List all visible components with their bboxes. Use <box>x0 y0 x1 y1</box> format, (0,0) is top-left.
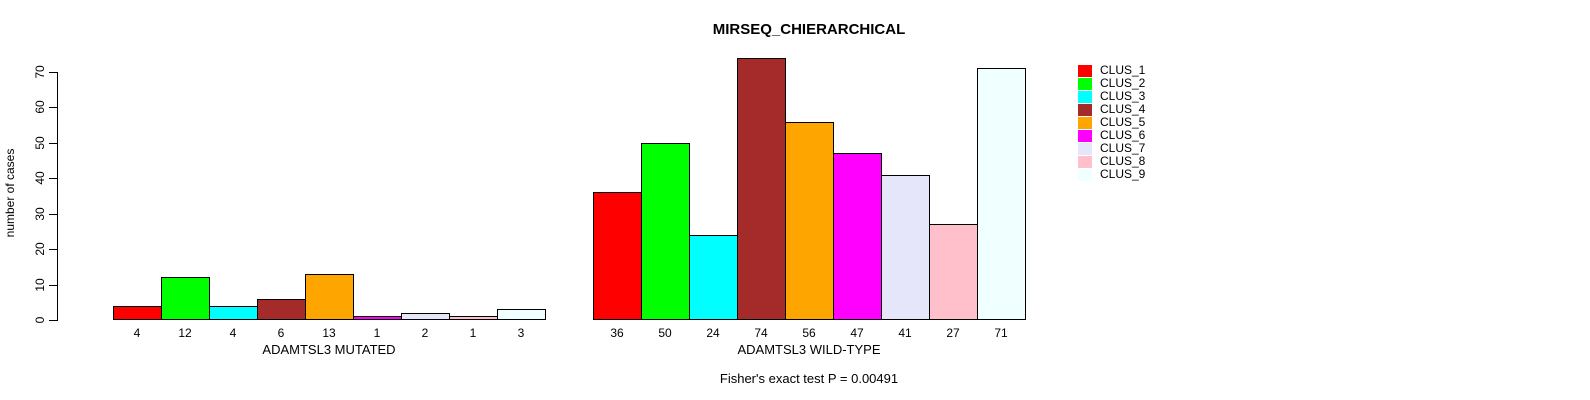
bar-value-label: 41 <box>898 326 912 340</box>
legend-swatch-CLUS_9 <box>1078 168 1092 181</box>
legend-label-CLUS_1: CLUS_1 <box>1100 63 1146 77</box>
bar-value-label: 71 <box>994 326 1008 340</box>
y-tick-mark <box>49 320 57 321</box>
bar-value-label: 12 <box>178 326 192 340</box>
legend-swatch-CLUS_1 <box>1078 64 1092 77</box>
legend-swatch-CLUS_4 <box>1078 103 1092 116</box>
bar-value-label: 2 <box>421 326 429 340</box>
legend-row-CLUS_3: CLUS_3 <box>1078 90 1145 103</box>
bar-value-label: 36 <box>610 326 624 340</box>
y-tick-mark <box>49 107 57 109</box>
legend-label-CLUS_4: CLUS_4 <box>1100 102 1146 116</box>
bar-value-label: 74 <box>754 326 768 340</box>
legend-swatch-CLUS_3 <box>1078 90 1092 103</box>
bar-CLUS_5-group2 <box>785 122 834 320</box>
y-tick-label: 30 <box>33 207 47 221</box>
bar-CLUS_6-group1 <box>353 316 402 320</box>
legend-row-CLUS_9: CLUS_9 <box>1078 168 1145 181</box>
legend-row-CLUS_6: CLUS_6 <box>1078 129 1145 142</box>
bar-value-label: 1 <box>373 326 381 340</box>
bar-CLUS_6-group2 <box>833 153 882 320</box>
bar-value-label: 1 <box>469 326 477 340</box>
bar-value-label: 3 <box>517 326 525 340</box>
legend-label-CLUS_8: CLUS_8 <box>1100 154 1146 168</box>
legend-row-CLUS_8: CLUS_8 <box>1078 155 1145 168</box>
bar-CLUS_2-group2 <box>641 143 690 320</box>
legend-label-CLUS_2: CLUS_2 <box>1100 76 1146 90</box>
bar-CLUS_1-group1 <box>113 306 162 320</box>
y-tick-label: 70 <box>33 65 47 79</box>
legend-label-CLUS_3: CLUS_3 <box>1100 89 1146 103</box>
bar-CLUS_8-group1 <box>449 316 498 320</box>
bar-value-label: 4 <box>133 326 141 340</box>
bar-CLUS_4-group1 <box>257 299 306 320</box>
legend-label-CLUS_5: CLUS_5 <box>1100 115 1146 129</box>
legend-swatch-CLUS_2 <box>1078 77 1092 90</box>
y-tick-mark <box>49 178 57 180</box>
y-tick-label: 20 <box>33 242 47 256</box>
y-axis-line <box>57 72 58 321</box>
legend-label-CLUS_6: CLUS_6 <box>1100 128 1146 142</box>
y-tick-mark <box>49 284 57 286</box>
fisher-test-annotation: Fisher's exact test P = 0.00491 <box>719 371 899 386</box>
bar-value-label: 50 <box>658 326 672 340</box>
bar-CLUS_9-group2 <box>977 68 1026 320</box>
legend-swatch-CLUS_8 <box>1078 155 1092 168</box>
legend-swatch-CLUS_6 <box>1078 129 1092 142</box>
legend-swatch-CLUS_5 <box>1078 116 1092 129</box>
y-tick-label: 50 <box>33 136 47 150</box>
bar-CLUS_2-group1 <box>161 277 210 320</box>
group-label-1: ADAMTSL3 MUTATED <box>262 342 396 357</box>
bar-value-label: 6 <box>277 326 285 340</box>
bar-CLUS_1-group2 <box>593 192 642 320</box>
y-tick-label: 40 <box>33 171 47 185</box>
bar-CLUS_3-group1 <box>209 306 258 320</box>
legend-row-CLUS_7: CLUS_7 <box>1078 142 1145 155</box>
chart-title: MIRSEQ_CHIERARCHICAL <box>712 21 906 38</box>
bar-CLUS_7-group2 <box>881 175 930 320</box>
y-tick-mark <box>49 249 57 251</box>
bar-CLUS_7-group1 <box>401 313 450 320</box>
bar-value-label: 24 <box>706 326 720 340</box>
legend-swatch-CLUS_7 <box>1078 142 1092 155</box>
legend-label-CLUS_9: CLUS_9 <box>1100 167 1146 181</box>
legend-label-CLUS_7: CLUS_7 <box>1100 141 1146 155</box>
legend-row-CLUS_1: CLUS_1 <box>1078 64 1145 77</box>
bar-value-label: 13 <box>322 326 336 340</box>
legend: CLUS_1 CLUS_2 CLUS_3 CLUS_4 CLUS_5 CLUS_6 CLUS… <box>1078 64 1145 181</box>
bar-CLUS_3-group2 <box>689 235 738 320</box>
y-tick-label: 0 <box>33 316 47 324</box>
y-tick-label: 60 <box>33 100 47 115</box>
bar-value-label: 56 <box>802 326 816 340</box>
bar-value-label: 4 <box>229 326 237 340</box>
y-tick-mark <box>49 72 57 73</box>
y-tick-mark <box>49 213 57 215</box>
bar-value-label: 47 <box>850 326 864 340</box>
y-tick-mark <box>49 142 57 144</box>
bar-CLUS_8-group2 <box>929 224 978 320</box>
bar-CLUS_4-group2 <box>737 58 786 320</box>
legend-row-CLUS_5: CLUS_5 <box>1078 116 1145 129</box>
y-tick-label: 10 <box>33 277 47 292</box>
legend-row-CLUS_4: CLUS_4 <box>1078 103 1145 116</box>
bar-value-label: 27 <box>946 326 960 340</box>
legend-row-CLUS_2: CLUS_2 <box>1078 77 1145 90</box>
y-axis-label: number of cases <box>3 148 17 238</box>
bar-CLUS_9-group1 <box>497 309 546 320</box>
group-label-2: ADAMTSL3 WILD-TYPE <box>737 342 881 357</box>
bar-CLUS_5-group1 <box>305 274 354 320</box>
